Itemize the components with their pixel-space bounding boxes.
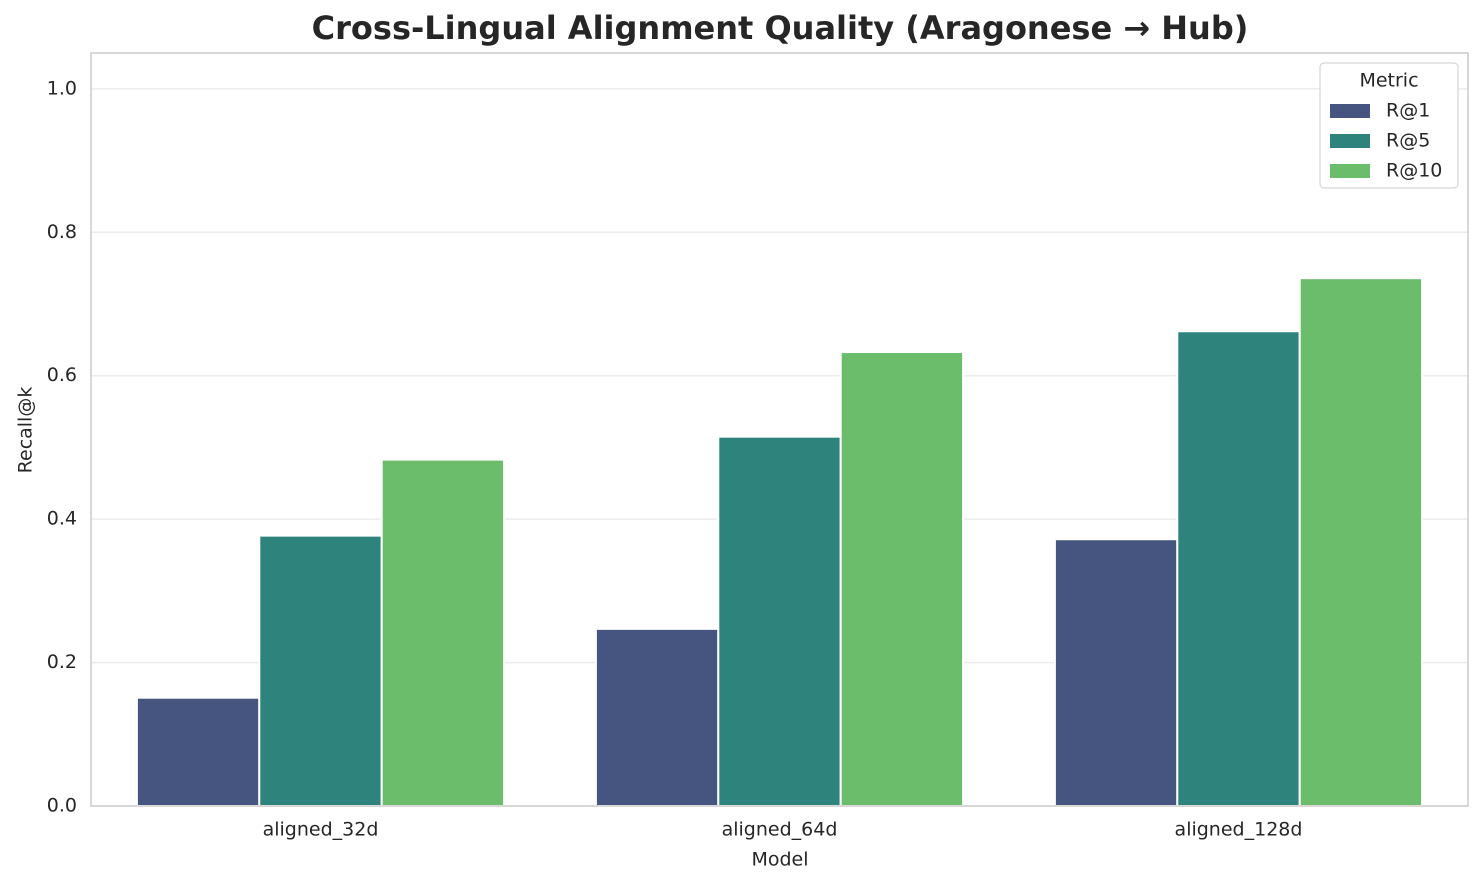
x-tick-label: aligned_32d	[263, 819, 379, 841]
legend-label: R@10	[1386, 160, 1442, 182]
y-tick-label: 0.2	[47, 651, 77, 673]
y-tick-label: 0.0	[47, 795, 77, 817]
bar	[258, 534, 383, 807]
bar	[135, 696, 261, 807]
bar	[380, 458, 506, 807]
legend-swatch	[1330, 164, 1370, 178]
legend-title: Metric	[1359, 70, 1418, 92]
y-tick-label: 1.0	[47, 77, 77, 99]
x-tick-label: aligned_128d	[1175, 819, 1303, 841]
legend-box	[1319, 62, 1459, 189]
bar	[1053, 538, 1179, 807]
legend-swatch	[1330, 104, 1370, 118]
y-tick-label: 0.8	[47, 221, 77, 243]
plot-frame	[90, 52, 1469, 807]
bar	[594, 627, 720, 808]
y-tick-label: 0.6	[47, 364, 77, 386]
x-axis-label: Model	[751, 849, 808, 871]
legend-swatch	[1330, 134, 1370, 148]
bar	[717, 435, 842, 807]
bar	[1298, 277, 1424, 807]
legend-label: R@5	[1386, 130, 1430, 152]
y-axis-label: Recall@k	[15, 387, 37, 474]
bar	[1176, 330, 1301, 807]
legend-label: R@1	[1386, 100, 1430, 122]
bar	[839, 351, 965, 807]
chart-title: Cross-Lingual Alignment Quality (Aragone…	[312, 9, 1249, 47]
x-tick-label: aligned_64d	[722, 819, 838, 841]
y-tick-label: 0.4	[47, 508, 77, 530]
